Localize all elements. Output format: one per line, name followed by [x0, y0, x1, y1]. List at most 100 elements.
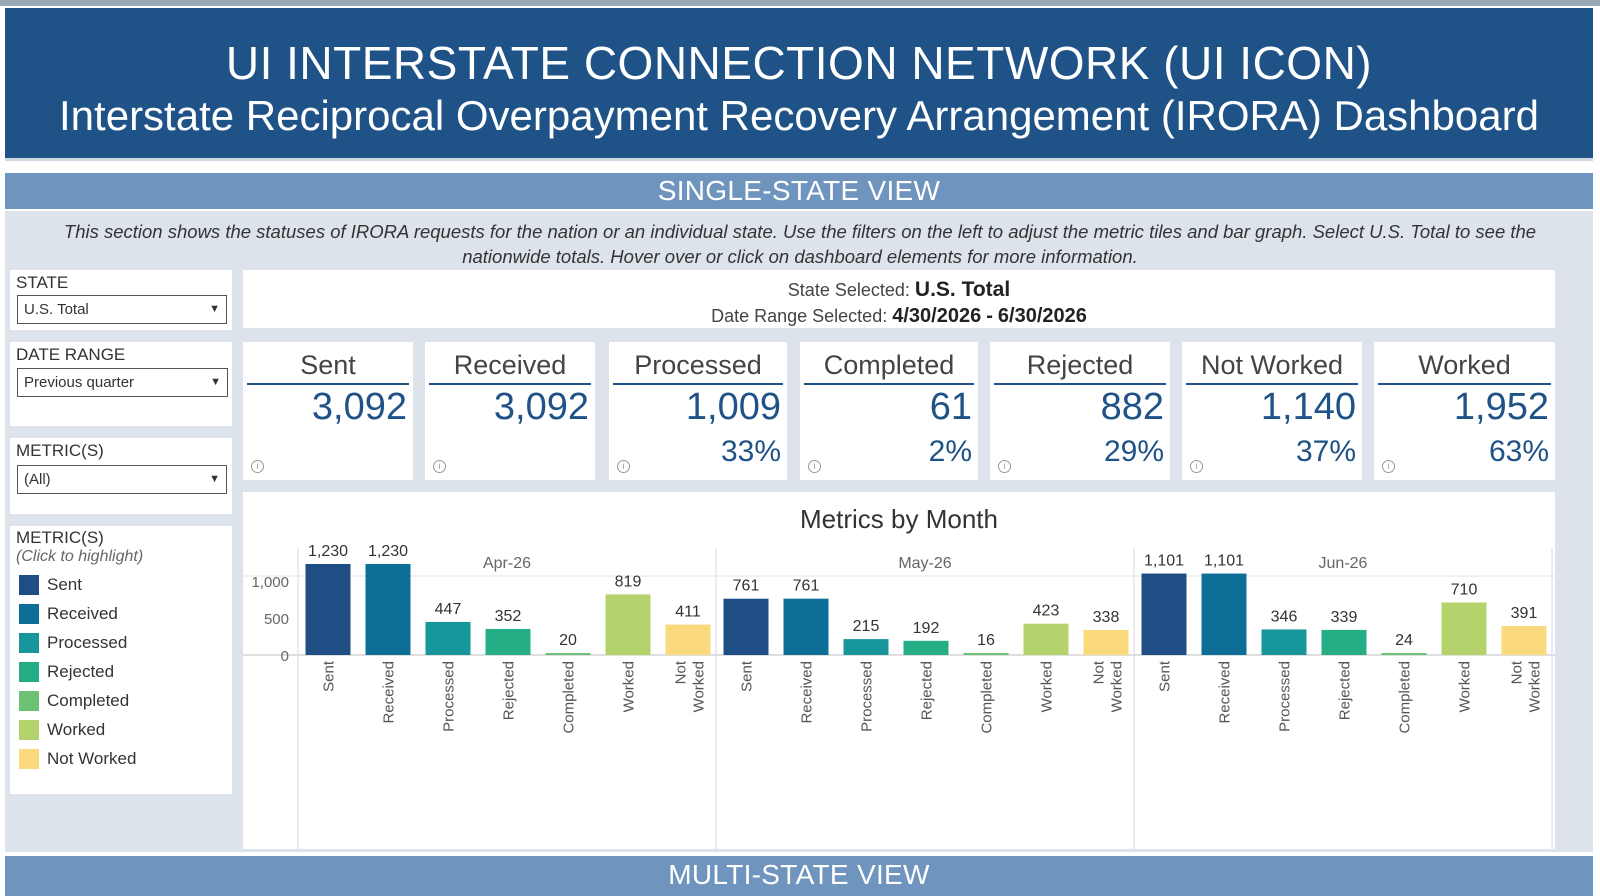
bar-completed: [1381, 653, 1427, 655]
tile-sent[interactable]: Sent 3,092 i: [243, 342, 413, 480]
bar-value-label: 1,230: [368, 543, 408, 560]
tile-rejected[interactable]: Rejected 882 29% i: [990, 342, 1170, 480]
bar-sent: [723, 598, 769, 655]
bar-rejected: [1321, 629, 1367, 655]
dashboard-title: UI INTERSTATE CONNECTION NETWORK (UI ICO…: [225, 37, 1373, 89]
date-range-value: Previous quarter: [24, 374, 135, 391]
bar-received: [1201, 573, 1247, 655]
x-category-label: Not: [1090, 660, 1107, 684]
bar-worked: [605, 594, 651, 655]
chart-title: Metrics by Month: [800, 504, 998, 534]
legend-label: Rejected: [47, 662, 115, 681]
tile-divider: [1186, 383, 1358, 385]
info-icon[interactable]: i: [1190, 460, 1203, 473]
legend-subtitle: (Click to highlight): [16, 548, 144, 565]
multi-state-view-band: MULTI-STATE VIEW: [5, 856, 1593, 896]
info-icon[interactable]: i: [1382, 460, 1395, 473]
legend-label: Worked: [47, 720, 106, 739]
bar-value-label: 761: [793, 578, 820, 595]
legend-swatch: [19, 604, 39, 624]
bar-value-label: 346: [1271, 608, 1298, 625]
date-range-select[interactable]: Previous quarter ▼: [17, 368, 228, 397]
tile-worked[interactable]: Worked 1,952 63% i: [1374, 342, 1555, 480]
bar-worked: [1023, 623, 1069, 655]
tile-percent: 2%: [928, 435, 972, 468]
bar-received: [365, 564, 411, 655]
date-range-separator: -: [986, 305, 993, 327]
metric-select[interactable]: (All) ▼: [17, 465, 227, 494]
x-category-label: Worked: [690, 661, 707, 712]
state-filter: STATE U.S. Total ▼: [10, 270, 232, 330]
tile-name: Sent: [300, 350, 356, 380]
bar-received: [783, 598, 829, 655]
dropdown-arrow-icon: ▼: [209, 473, 220, 485]
bar-completed: [963, 653, 1009, 655]
info-icon[interactable]: i: [251, 460, 264, 473]
metric-filter-label: METRIC(S): [16, 441, 104, 460]
x-category-label: Worked: [1108, 661, 1125, 712]
tile-percent: 37%: [1295, 435, 1356, 468]
bar-value-label: 1,101: [1144, 553, 1184, 570]
bar-value-label: 819: [615, 573, 642, 590]
info-icon[interactable]: i: [808, 460, 821, 473]
chart-svg: 0 500 1,000 Apr-26 1,230 Sent 1,230 Received 447…: [243, 543, 1555, 849]
bar-processed: [425, 621, 471, 655]
tile-value: 3,092: [311, 386, 407, 428]
bar-rejected: [903, 640, 949, 655]
state-selected-line: State Selected: U.S. Total: [243, 278, 1555, 302]
top-border: [0, 0, 1600, 6]
dropdown-arrow-icon: ▼: [210, 376, 221, 388]
info-icon[interactable]: i: [617, 460, 630, 473]
tile-divider: [613, 383, 783, 385]
tile-divider: [994, 383, 1166, 385]
state-select-value: U.S. Total: [24, 301, 89, 318]
tile-name: Processed: [634, 350, 762, 380]
date-range-start: 4/30/2026: [892, 305, 982, 327]
legend-swatch: [19, 633, 39, 653]
x-category-label: Processed: [1276, 661, 1293, 732]
legend-label: Not Worked: [47, 749, 137, 768]
tile-processed[interactable]: Processed 1,009 33% i: [609, 342, 787, 480]
y-tick-label: 1,000: [251, 574, 289, 591]
x-category-label: Worked: [1526, 661, 1543, 712]
info-icon[interactable]: i: [433, 460, 446, 473]
x-category-label: Worked: [620, 661, 637, 712]
tile-not-worked[interactable]: Not Worked 1,140 37% i: [1182, 342, 1362, 480]
x-category-label: Received: [798, 661, 815, 724]
state-selected-value: U.S. Total: [914, 278, 1011, 301]
state-filter-label: STATE: [16, 273, 69, 292]
tile-completed[interactable]: Completed 61 2% i: [800, 342, 978, 480]
date-range-selected-prefix: Date Range Selected:: [711, 306, 888, 326]
tile-value: 3,092: [493, 386, 589, 428]
legend-label: Completed: [47, 691, 130, 710]
metrics-by-month-chart: Metrics by Month 0 500 1,000 Apr-26 1,230 Sen…: [243, 492, 1555, 849]
legend-swatch: [19, 749, 39, 769]
legend-label: Received: [47, 604, 118, 623]
bar-not-worked: [665, 624, 711, 655]
x-category-label: Processed: [440, 661, 457, 732]
x-category-label: Not: [672, 660, 689, 684]
metric-filter: METRIC(S) (All) ▼: [10, 438, 232, 514]
legend-swatch: [19, 691, 39, 711]
bar-not-worked: [1083, 629, 1129, 655]
x-category-label: Rejected: [918, 661, 935, 720]
x-category-label: Rejected: [500, 661, 517, 720]
y-tick-label: 500: [264, 611, 289, 628]
bar-sent: [1141, 573, 1187, 655]
info-icon[interactable]: i: [998, 460, 1011, 473]
legend-label: Sent: [47, 575, 82, 594]
bar-worked: [1441, 602, 1487, 655]
tile-received[interactable]: Received 3,092 i: [425, 342, 595, 480]
tile-value: 61: [929, 386, 972, 428]
bar-value-label: 339: [1331, 609, 1358, 626]
y-tick-label: 0: [281, 648, 289, 665]
state-select[interactable]: U.S. Total ▼: [17, 295, 227, 324]
dashboard-subtitle: Interstate Reciprocal Overpayment Recove…: [59, 92, 1539, 139]
bar-sent: [305, 564, 351, 655]
legend-swatch: [19, 720, 39, 740]
bar-value-label: 192: [913, 620, 940, 637]
tile-divider: [247, 383, 409, 385]
tile-percent: 63%: [1488, 435, 1549, 468]
x-category-label: Processed: [858, 661, 875, 732]
bar-value-label: 391: [1511, 605, 1538, 622]
